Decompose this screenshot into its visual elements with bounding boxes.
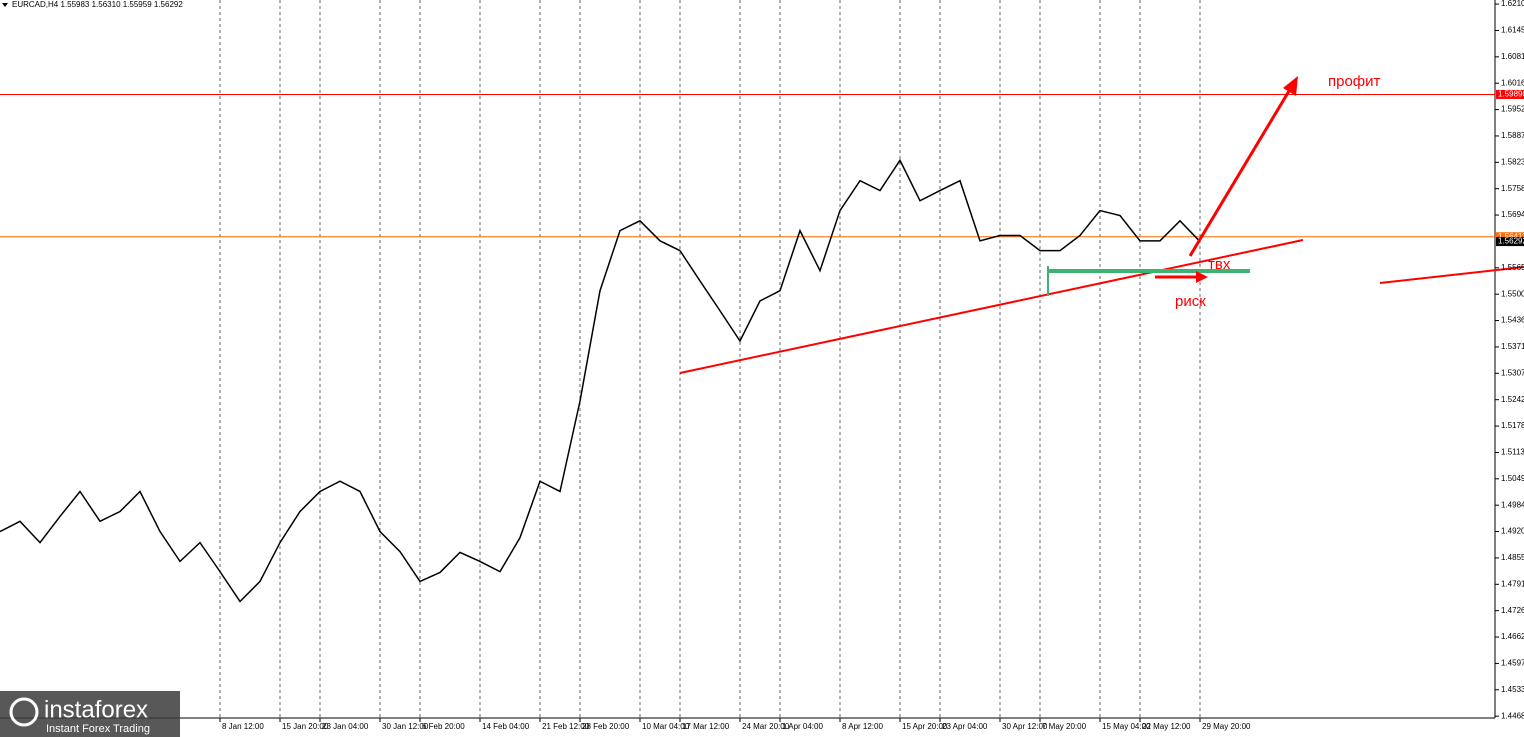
y-tick-label: 1.62100 bbox=[1501, 0, 1524, 8]
y-tick-label: 1.56940 bbox=[1501, 210, 1524, 219]
logo-tagline: Instant Forex Trading bbox=[46, 723, 150, 735]
logo-bg bbox=[0, 691, 180, 737]
arrowhead bbox=[1196, 271, 1208, 283]
y-tick-label: 1.45330 bbox=[1501, 685, 1524, 694]
y-tick-label: 1.47910 bbox=[1501, 579, 1524, 588]
profit-arrow bbox=[1188, 85, 1294, 257]
price-tag-label: 1.56411 bbox=[1498, 232, 1524, 241]
y-tick-label: 1.50490 bbox=[1501, 474, 1524, 483]
marks bbox=[0, 93, 1495, 603]
logo: instaforex Instant Forex Trading bbox=[0, 691, 180, 737]
x-tick-label: 22 May 12:00 bbox=[1142, 722, 1191, 731]
x-tick-label: 15 May 04:00 bbox=[1102, 722, 1151, 731]
price-line bbox=[0, 158, 1201, 603]
y-tick-label: 1.52425 bbox=[1501, 395, 1524, 404]
x-tick-label: 30 Jan 12:00 bbox=[382, 722, 429, 731]
y-tick-label: 1.53070 bbox=[1501, 368, 1524, 377]
y-tick-label: 1.59520 bbox=[1501, 105, 1524, 114]
logo-icon bbox=[9, 697, 39, 727]
annotation: твх bbox=[1208, 256, 1231, 273]
x-tick-label: 15 Apr 20:00 bbox=[902, 722, 948, 731]
x-tick-label: 1 Apr 04:00 bbox=[782, 722, 823, 731]
x-tick-label: 30 Apr 12:00 bbox=[1002, 722, 1048, 731]
price-tag-label: 1.56292 bbox=[1498, 237, 1524, 246]
x-tick-label: 15 Jan 20:00 bbox=[282, 722, 329, 731]
x-tick-label: 8 Apr 12:00 bbox=[842, 722, 883, 731]
trend-line bbox=[679, 239, 1304, 374]
x-tick-label: 14 Feb 04:00 bbox=[482, 722, 530, 731]
y-tick-label: 1.54360 bbox=[1501, 316, 1524, 325]
y-tick-label: 1.55650 bbox=[1501, 263, 1524, 272]
y-tick-label: 1.48555 bbox=[1501, 553, 1524, 562]
header-icon bbox=[2, 3, 8, 7]
x-tick-label: 23 Apr 04:00 bbox=[942, 722, 988, 731]
y-tick-label: 1.53715 bbox=[1501, 342, 1524, 351]
y-tick-label: 1.58875 bbox=[1501, 131, 1524, 140]
y-tick-label: 1.49845 bbox=[1501, 500, 1524, 509]
x-tick-label: 29 May 20:00 bbox=[1202, 722, 1251, 731]
x-tick-label: 17 Mar 12:00 bbox=[682, 722, 730, 731]
y-tick-label: 1.44685 bbox=[1501, 711, 1524, 720]
arrowhead bbox=[1283, 76, 1298, 96]
trend-line bbox=[1379, 266, 1524, 284]
y-tick-label: 1.55005 bbox=[1501, 289, 1524, 298]
x-tick-label: 10 Mar 04:00 bbox=[642, 722, 690, 731]
x-tick-label: 8 Jan 12:00 bbox=[222, 722, 264, 731]
y-tick-label: 1.45975 bbox=[1501, 659, 1524, 668]
x-tick-label: 23 Jan 04:00 bbox=[322, 722, 369, 731]
logo-name: instaforex bbox=[44, 696, 148, 723]
x-tick-label: 21 Feb 12:00 bbox=[542, 722, 590, 731]
x-tick-label: 7 May 20:00 bbox=[1042, 722, 1087, 731]
y-tick-label: 1.58230 bbox=[1501, 157, 1524, 166]
y-tick-label: 1.47265 bbox=[1501, 606, 1524, 615]
price-tag bbox=[1496, 237, 1524, 247]
price-tag bbox=[1496, 89, 1524, 99]
x-tick-label: 6 Feb 20:00 bbox=[422, 722, 465, 731]
y-tick-label: 1.60810 bbox=[1501, 52, 1524, 61]
x-tick-label: 28 Feb 20:00 bbox=[582, 722, 630, 731]
y-tick-label: 1.49200 bbox=[1501, 527, 1524, 536]
y-tick-label: 1.60165 bbox=[1501, 78, 1524, 87]
chart-header: EURCAD,H4 1.55983 1.56310 1.55959 1.5629… bbox=[12, 0, 183, 9]
y-tick-label: 1.46620 bbox=[1501, 632, 1524, 641]
y-tick-label: 1.51780 bbox=[1501, 421, 1524, 430]
price-tag bbox=[1496, 232, 1524, 242]
y-tick-label: 1.57585 bbox=[1501, 184, 1524, 193]
x-tick-label: 24 Mar 20:00 bbox=[742, 722, 790, 731]
y-tick-label: 1.51135 bbox=[1501, 448, 1524, 457]
annotation: профит bbox=[1328, 73, 1381, 90]
annotation: риск bbox=[1175, 293, 1206, 310]
price-tag-label: 1.59890 bbox=[1498, 90, 1524, 99]
y-tick-label: 1.61455 bbox=[1501, 26, 1524, 35]
